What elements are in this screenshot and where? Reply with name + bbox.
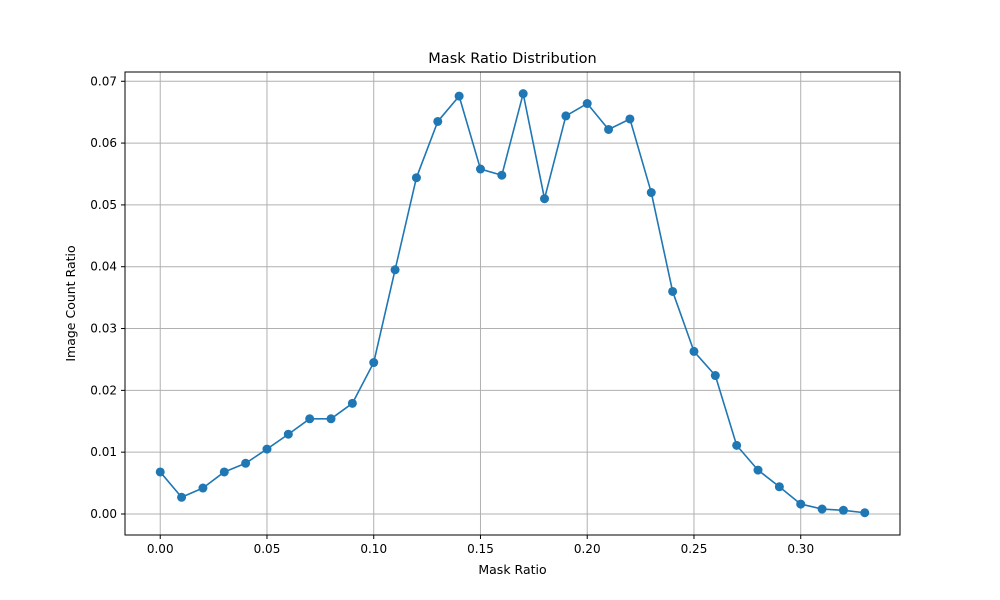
data-point [625, 114, 635, 124]
data-point [774, 482, 784, 492]
data-point [710, 371, 720, 381]
x-tick-label: 0.10 [360, 542, 387, 556]
data-point [732, 440, 742, 450]
data-point [540, 194, 550, 204]
series-line [159, 92, 865, 514]
y-tick-label: 0.07 [90, 74, 117, 88]
x-tick-label: 0.00 [147, 542, 174, 556]
plot-frame [124, 71, 901, 536]
series-markers [155, 89, 870, 518]
x-axis-ticks: 0.00 0.05 0.10 0.15 0.20 0.25 0.30 [147, 535, 814, 556]
data-point [347, 398, 357, 408]
series-line-layer [159, 92, 865, 514]
data-point [497, 170, 507, 180]
data-point [369, 358, 379, 368]
y-tick-label: 0.01 [90, 445, 117, 459]
data-point [582, 99, 592, 109]
x-tick-label: 0.25 [681, 542, 708, 556]
y-tick-label: 0.06 [90, 136, 117, 150]
data-point [155, 467, 165, 477]
data-point [668, 286, 678, 296]
x-tick-label: 0.15 [467, 542, 494, 556]
data-point [561, 111, 571, 121]
data-point [305, 414, 315, 424]
x-tick-label: 0.30 [787, 542, 814, 556]
data-point [753, 465, 763, 475]
data-point [454, 91, 464, 101]
data-point [817, 504, 827, 514]
data-point [689, 346, 699, 356]
data-point [390, 265, 400, 275]
data-point [283, 429, 293, 439]
data-point [241, 458, 251, 468]
y-tick-label: 0.05 [90, 198, 117, 212]
data-point [646, 188, 656, 198]
x-axis-label: Mask Ratio [478, 562, 546, 577]
data-point [411, 173, 421, 183]
y-tick-label: 0.02 [90, 383, 117, 397]
chart-title: Mask Ratio Distribution [428, 51, 596, 67]
data-point [198, 483, 208, 493]
data-point [326, 414, 336, 424]
data-point [796, 499, 806, 509]
data-point [475, 164, 485, 174]
data-point [838, 505, 848, 515]
data-point [860, 508, 870, 518]
y-axis-label: Image Count Ratio [63, 245, 78, 361]
y-tick-label: 0.03 [90, 322, 117, 336]
data-point [433, 116, 443, 126]
y-tick-label: 0.00 [90, 507, 117, 521]
x-tick-label: 0.20 [574, 542, 601, 556]
y-tick-label: 0.04 [90, 260, 117, 274]
data-point [604, 124, 614, 134]
y-axis-ticks: 0.00 0.01 0.02 0.03 0.04 0.05 0.06 0.07 [90, 74, 125, 521]
data-point [177, 492, 187, 502]
data-point [219, 467, 229, 477]
data-point [518, 89, 528, 99]
grid [125, 72, 900, 535]
x-tick-label: 0.05 [254, 542, 281, 556]
data-point [262, 444, 272, 454]
